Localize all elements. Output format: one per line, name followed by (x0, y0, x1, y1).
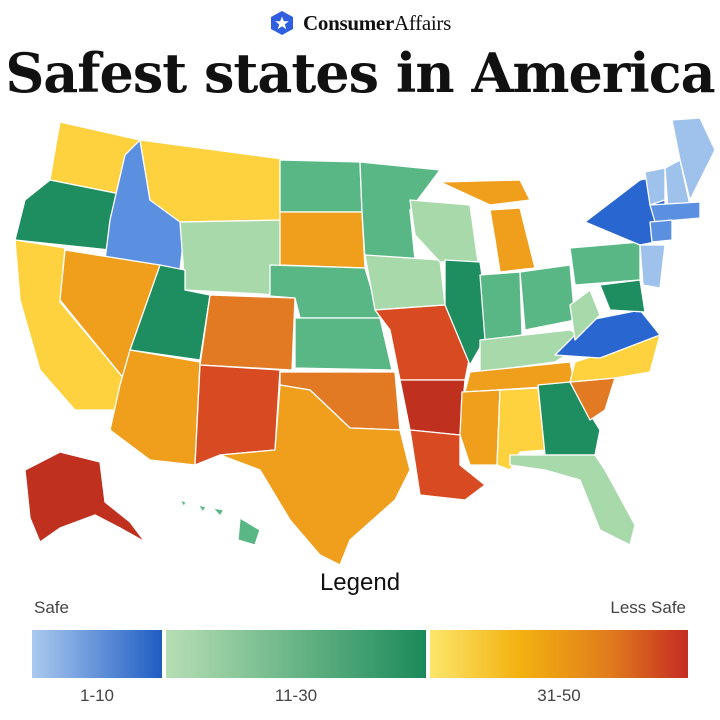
star-hexagon-icon (271, 11, 294, 35)
legend-bar-1-10 (32, 630, 162, 678)
state-west-virginia (569, 289, 601, 341)
brand-name-light: Affairs (393, 10, 451, 35)
state-pennsylvania (569, 241, 641, 286)
legend-bar-31-50 (430, 630, 688, 678)
state-wyoming (179, 219, 286, 296)
state-maryland (599, 279, 646, 313)
state-arkansas (399, 379, 466, 436)
state-vermont (644, 167, 666, 206)
legend-tick-11-30: 11-30 (274, 686, 318, 705)
state-ohio (519, 264, 576, 331)
state-north-dakota (279, 159, 363, 213)
state-texas (219, 384, 411, 566)
state-new-jersey (639, 244, 666, 289)
legend-title: Legend (319, 569, 401, 596)
state-oregon (14, 179, 126, 251)
state-alaska (24, 451, 146, 543)
state-arizona (109, 349, 201, 466)
legend-tick-31-50: 31-50 (537, 686, 581, 705)
state-indiana (479, 271, 523, 341)
state-florida (509, 454, 636, 546)
state-wisconsin (409, 199, 479, 263)
state-michigan (439, 179, 536, 273)
page-title: Safest states in America (5, 41, 715, 105)
brand-logo: ConsumerAffairs (0, 10, 720, 36)
brand-name-bold: Consumer (303, 10, 394, 35)
state-kansas (294, 317, 393, 371)
state-iowa (364, 254, 446, 311)
legend-safe-label: Safe (34, 598, 69, 617)
state-massachusetts (649, 201, 701, 223)
legend-tick-1-10: 1-10 (79, 686, 115, 705)
legend-bar-11-30 (166, 630, 426, 678)
legend-less-safe-label: Less Safe (610, 598, 686, 617)
state-connecticut (649, 219, 673, 243)
brand-name: ConsumerAffairs (303, 11, 451, 36)
state-south-dakota (279, 211, 366, 269)
state-mississippi (459, 389, 501, 466)
state-montana (139, 139, 291, 223)
state-hawaii (179, 499, 261, 546)
state-maine (671, 117, 716, 201)
state-colorado (199, 294, 296, 371)
us-states-map (14, 117, 716, 566)
state-georgia (537, 381, 601, 456)
state-new-mexico (194, 364, 281, 466)
